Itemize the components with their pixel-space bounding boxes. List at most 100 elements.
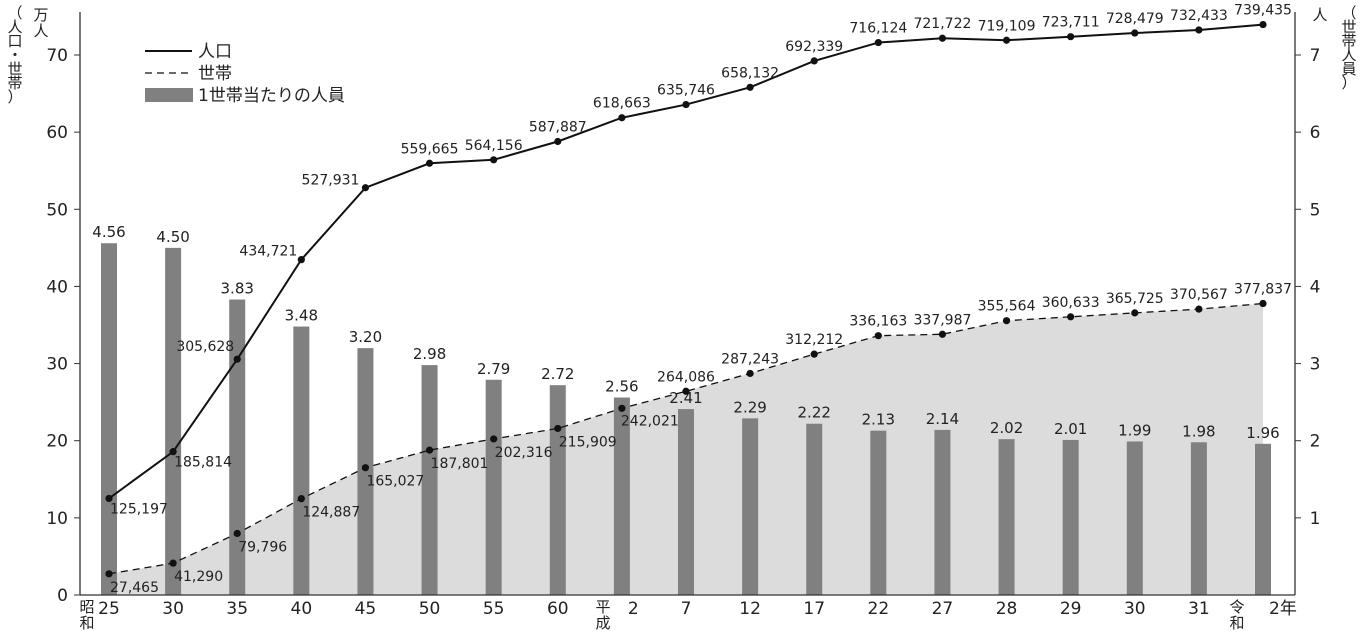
x-tick-label-9: 7: [681, 599, 692, 619]
population-point-4: [361, 184, 370, 192]
right-axis-unit: 人: [1312, 6, 1327, 24]
population-label-9: 635,746: [657, 83, 715, 99]
population-label-15: 723,711: [1042, 15, 1100, 31]
right-tick-label-4: 5: [1310, 200, 1321, 220]
bar-1: [165, 247, 182, 595]
household-point-10: [746, 369, 754, 378]
bar-label-5: 2.98: [413, 345, 446, 363]
population-point-7: [554, 137, 562, 146]
left-tick-label-4: 40: [46, 277, 68, 297]
bar-14: [998, 439, 1015, 595]
population-label-17: 732,433: [1170, 8, 1228, 24]
bar-0: [101, 243, 117, 595]
bar-label-6: 2.79: [477, 360, 510, 378]
legend-household-label: 世帯: [198, 64, 232, 84]
lines-layer: [105, 20, 1267, 578]
bar-label-11: 2.22: [798, 404, 831, 422]
bar-label-17: 1.98: [1182, 422, 1215, 440]
x-tick-label-5: 50: [419, 599, 441, 619]
household-label-7: 215,909: [559, 434, 617, 450]
household-label-13: 337,987: [913, 312, 971, 328]
population-label-12: 716,124: [849, 21, 907, 37]
household-label-14: 355,564: [978, 299, 1036, 315]
household-label-12: 336,163: [849, 314, 907, 330]
population-point-2: [233, 355, 241, 363]
bar-label-1: 4.50: [156, 228, 189, 246]
x-tick-label-2: 35: [226, 599, 248, 619]
x-tick-label-14: 28: [996, 599, 1018, 619]
left-tick-label-7: 70: [46, 46, 68, 66]
population-point-13: [938, 34, 947, 42]
bar-4: [357, 348, 374, 595]
bar-label-16: 1.99: [1118, 421, 1151, 439]
population-point-0: [105, 494, 113, 503]
left-axis-unit: 万人: [33, 6, 48, 40]
right-axis-title: （世帯人員）: [1341, 4, 1356, 92]
household-point-16: [1131, 309, 1139, 317]
population-label-18: 739,435: [1234, 3, 1292, 19]
household-label-16: 365,725: [1106, 291, 1164, 307]
era-label-2: 令和: [1229, 598, 1244, 632]
population-point-9: [682, 100, 690, 109]
right-tick-label-1: 2: [1310, 432, 1321, 452]
bar-10: [742, 418, 759, 595]
household-point-6: [490, 435, 498, 443]
household-label-4: 165,027: [366, 474, 424, 490]
population-label-4: 527,931: [302, 173, 360, 189]
household-label-0: 27,465: [110, 580, 159, 596]
household-label-9: 264,086: [657, 369, 715, 385]
household-point-17: [1195, 305, 1203, 313]
household-label-1: 41,290: [174, 569, 223, 585]
household-point-4: [361, 464, 370, 472]
household-point-1: [169, 559, 177, 567]
household-point-0: [105, 570, 113, 578]
population-point-12: [874, 38, 882, 47]
legend-population-label: 人口: [198, 42, 232, 62]
household-point-8: [618, 404, 626, 412]
right-tick-label-6: 7: [1310, 46, 1321, 66]
population-label-10: 658,132: [721, 65, 779, 81]
left-tick-label-2: 20: [46, 432, 68, 452]
bar-label-2: 3.83: [221, 280, 254, 298]
population-label-2: 305,628: [176, 339, 234, 355]
bar-8: [613, 397, 630, 595]
x-tick-label-1: 30: [162, 599, 184, 619]
right-tick-label-5: 6: [1310, 123, 1321, 143]
household-label-17: 370,567: [1170, 287, 1228, 303]
household-point-5: [425, 446, 434, 454]
population-point-14: [1002, 36, 1011, 44]
household-label-18: 377,837: [1234, 282, 1292, 298]
population-point-18: [1259, 20, 1267, 29]
population-point-6: [490, 156, 498, 164]
household-point-11: [810, 350, 818, 358]
household-point-18: [1259, 299, 1267, 308]
legend-bar-swatch: [145, 88, 193, 102]
household-point-13: [938, 330, 947, 338]
household-label-5: 187,801: [431, 456, 489, 472]
x-tick-label-8: 2: [628, 599, 639, 619]
left-tick-label-0: 0: [57, 586, 68, 606]
bar-label-12: 2.13: [862, 411, 895, 429]
left-axis-title: （人口・世帯）: [7, 4, 22, 106]
population-label-8: 618,663: [593, 96, 651, 112]
population-label-3: 434,721: [239, 244, 297, 260]
bar-label-0: 4.56: [92, 223, 125, 241]
x-tick-label-18: 2年: [1269, 599, 1297, 619]
x-tick-label-0: 25: [98, 599, 120, 619]
x-tick-label-15: 29: [1060, 599, 1082, 619]
bar-label-3: 3.48: [285, 307, 318, 325]
population-label-1: 185,814: [174, 455, 232, 471]
bar-17: [1190, 442, 1207, 595]
bar-7: [549, 385, 566, 595]
population-point-5: [425, 159, 434, 167]
bar-16: [1126, 441, 1143, 595]
household-point-12: [874, 332, 882, 340]
bar-5: [421, 365, 438, 595]
right-tick-label-2: 3: [1310, 355, 1321, 375]
population-point-15: [1067, 33, 1075, 41]
bar-label-9: 2.41: [669, 389, 702, 407]
era-label-1: 平成: [595, 598, 610, 632]
x-tick-label-13: 27: [932, 599, 954, 619]
